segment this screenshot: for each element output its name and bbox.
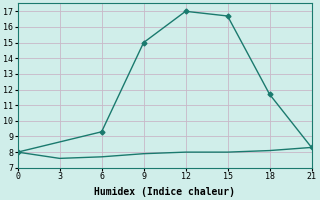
- X-axis label: Humidex (Indice chaleur): Humidex (Indice chaleur): [94, 186, 235, 197]
